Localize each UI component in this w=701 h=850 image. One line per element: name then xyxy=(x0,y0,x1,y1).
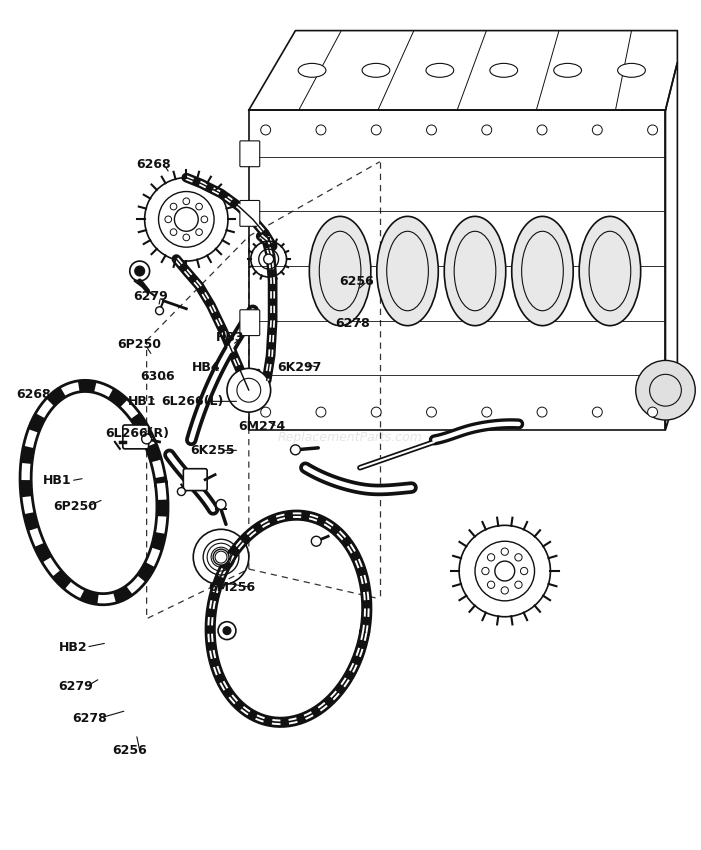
Ellipse shape xyxy=(426,64,454,77)
Circle shape xyxy=(130,261,149,281)
Circle shape xyxy=(515,553,522,561)
Circle shape xyxy=(201,216,207,223)
Circle shape xyxy=(316,125,326,135)
Circle shape xyxy=(426,407,437,417)
Ellipse shape xyxy=(298,64,326,77)
FancyBboxPatch shape xyxy=(184,468,207,490)
Circle shape xyxy=(592,125,602,135)
Text: 6268: 6268 xyxy=(136,158,171,172)
Text: 6256: 6256 xyxy=(339,275,374,288)
Text: HB1: HB1 xyxy=(128,395,156,408)
Text: 6268: 6268 xyxy=(17,388,51,401)
Text: HB4: HB4 xyxy=(192,361,221,374)
Circle shape xyxy=(372,125,381,135)
FancyBboxPatch shape xyxy=(240,201,260,226)
Circle shape xyxy=(537,125,547,135)
Circle shape xyxy=(177,488,185,496)
Circle shape xyxy=(482,407,491,417)
Ellipse shape xyxy=(554,64,582,77)
Ellipse shape xyxy=(444,217,505,326)
Circle shape xyxy=(482,125,491,135)
Text: HB2: HB2 xyxy=(58,641,87,654)
Circle shape xyxy=(216,500,226,509)
Circle shape xyxy=(183,234,190,241)
Circle shape xyxy=(183,198,190,205)
Circle shape xyxy=(196,203,203,210)
Circle shape xyxy=(213,549,229,565)
Circle shape xyxy=(636,360,695,420)
Circle shape xyxy=(648,407,658,417)
Ellipse shape xyxy=(618,64,646,77)
Text: 6279: 6279 xyxy=(132,290,168,303)
Text: 6M274: 6M274 xyxy=(238,420,285,434)
Circle shape xyxy=(537,407,547,417)
Circle shape xyxy=(261,407,271,417)
Circle shape xyxy=(156,307,163,314)
Text: ReplacementParts.com: ReplacementParts.com xyxy=(278,431,423,445)
Text: 6278: 6278 xyxy=(335,317,370,330)
Circle shape xyxy=(223,626,231,635)
Circle shape xyxy=(426,125,437,135)
Circle shape xyxy=(487,553,495,561)
Text: HB3: HB3 xyxy=(216,331,244,343)
Circle shape xyxy=(227,368,271,412)
Circle shape xyxy=(170,203,177,210)
Circle shape xyxy=(264,254,273,264)
Text: 6P250: 6P250 xyxy=(53,501,97,513)
Text: 6M256: 6M256 xyxy=(208,581,255,593)
Text: HB1: HB1 xyxy=(43,474,72,487)
Ellipse shape xyxy=(512,217,573,326)
Circle shape xyxy=(175,207,198,231)
Ellipse shape xyxy=(490,64,517,77)
Circle shape xyxy=(495,561,515,581)
Ellipse shape xyxy=(309,217,371,326)
Circle shape xyxy=(165,216,172,223)
FancyBboxPatch shape xyxy=(240,141,260,167)
Circle shape xyxy=(648,125,658,135)
Circle shape xyxy=(487,581,495,588)
Text: 6278: 6278 xyxy=(72,711,107,724)
FancyBboxPatch shape xyxy=(240,370,260,395)
Circle shape xyxy=(196,229,203,235)
FancyBboxPatch shape xyxy=(123,425,149,449)
Text: 6279: 6279 xyxy=(58,680,93,694)
Text: 6256: 6256 xyxy=(113,745,147,757)
Circle shape xyxy=(261,125,271,135)
Text: 6L266(R): 6L266(R) xyxy=(106,427,170,440)
Text: 6306: 6306 xyxy=(139,371,175,383)
Circle shape xyxy=(316,407,326,417)
Circle shape xyxy=(218,621,236,639)
Ellipse shape xyxy=(579,217,641,326)
Circle shape xyxy=(372,407,381,417)
Text: 6L266(L): 6L266(L) xyxy=(161,395,224,408)
FancyBboxPatch shape xyxy=(240,309,260,336)
Circle shape xyxy=(501,548,508,555)
Circle shape xyxy=(311,536,321,547)
Ellipse shape xyxy=(377,217,438,326)
Circle shape xyxy=(170,229,177,235)
Text: 6K297: 6K297 xyxy=(278,361,322,374)
Circle shape xyxy=(592,407,602,417)
Text: 6K255: 6K255 xyxy=(191,444,235,456)
Circle shape xyxy=(515,581,522,588)
Circle shape xyxy=(290,445,301,455)
Circle shape xyxy=(135,266,144,276)
Circle shape xyxy=(142,434,151,444)
Circle shape xyxy=(520,568,528,575)
Circle shape xyxy=(482,568,489,575)
Text: 6P250: 6P250 xyxy=(118,338,161,351)
Circle shape xyxy=(501,586,508,594)
Ellipse shape xyxy=(362,64,390,77)
